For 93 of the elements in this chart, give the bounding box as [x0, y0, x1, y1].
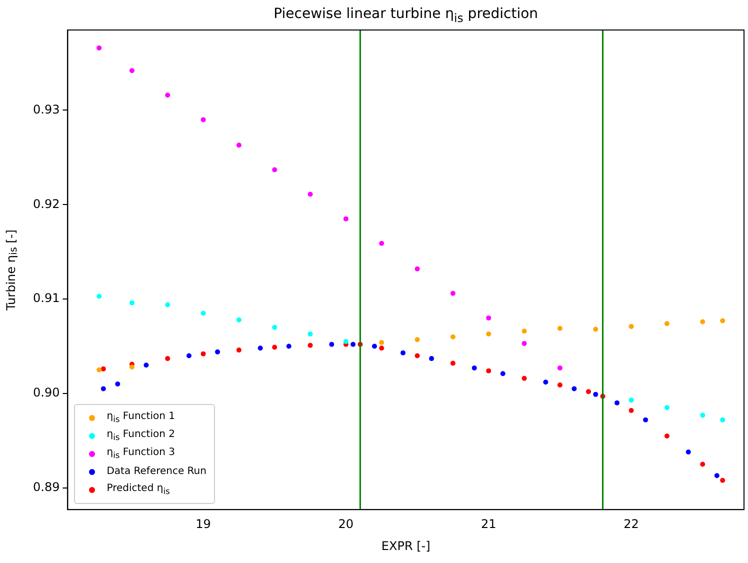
point: [593, 392, 598, 397]
point: [486, 332, 492, 336]
y-tick-label: 0.93: [33, 102, 60, 116]
point: [700, 462, 706, 467]
point: [714, 473, 720, 478]
point: [272, 324, 278, 330]
point: [720, 318, 726, 324]
point: [350, 342, 356, 347]
legend-label: Data Reference Run: [106, 466, 206, 478]
point: [236, 317, 242, 322]
point: [628, 408, 634, 413]
point: [614, 400, 620, 406]
point: [96, 294, 102, 299]
point: [664, 405, 670, 410]
point: [414, 337, 420, 342]
point: [700, 319, 706, 324]
point: [215, 349, 220, 354]
point: [372, 344, 377, 349]
point: [200, 310, 206, 316]
point: [165, 302, 170, 308]
y-tick-label: 0.89: [33, 480, 60, 494]
point: [472, 365, 477, 370]
point: [643, 417, 648, 422]
point: [557, 382, 562, 388]
point: [628, 398, 634, 403]
point: [429, 356, 434, 362]
point: [543, 380, 548, 385]
x-axis-title: EXPR [-]: [380, 539, 432, 553]
x-tick-label: 20: [338, 516, 354, 531]
point: [486, 368, 492, 374]
point: [700, 412, 706, 418]
point: [720, 478, 726, 483]
point: [236, 348, 242, 353]
point: [236, 142, 242, 148]
point: [258, 346, 263, 351]
y-tick-label: 0.90: [33, 386, 60, 400]
point: [308, 332, 313, 336]
point: [186, 353, 192, 358]
point: [593, 326, 598, 332]
point: [129, 68, 134, 74]
point: [165, 92, 170, 98]
point: [686, 450, 691, 455]
point: [586, 389, 591, 394]
x-tick-label: 22: [624, 516, 639, 531]
point: [200, 117, 206, 122]
chart-title: Piecewise linear turbine η$_{is}$ prediction: [272, 6, 540, 25]
x-tick-label: 19: [196, 516, 211, 531]
y-tick-label: 0.92: [33, 196, 60, 211]
point: [343, 339, 348, 344]
point: [129, 300, 134, 306]
point: [400, 350, 406, 356]
point: [100, 386, 106, 392]
point: [486, 315, 492, 320]
point: [129, 364, 134, 370]
point: [379, 340, 384, 345]
point: [343, 216, 348, 222]
point: [450, 334, 456, 340]
point: [414, 353, 420, 358]
point: [286, 344, 292, 349]
legend-label: η$_{is}$ Function 3: [106, 447, 175, 460]
legend-label: η$_{is}$ Function 1: [106, 411, 175, 424]
point: [308, 192, 313, 197]
point: [272, 344, 278, 350]
point: [500, 371, 506, 376]
point: [379, 240, 384, 246]
point: [144, 362, 149, 368]
point: [557, 326, 562, 331]
legend-label: η$_{is}$ Function 2: [106, 429, 175, 442]
point: [450, 290, 456, 296]
y-tick-label: 0.91: [33, 291, 60, 306]
point: [272, 167, 278, 172]
point: [664, 433, 670, 438]
point: [200, 351, 206, 356]
legend-label: Predicted η$_{is}$: [106, 483, 170, 496]
x-tick-label: 21: [480, 516, 496, 531]
point: [557, 365, 562, 370]
point: [720, 417, 726, 422]
point: [308, 342, 313, 348]
point: [96, 45, 102, 50]
point: [115, 382, 120, 387]
point: [100, 366, 106, 372]
point: [522, 328, 527, 334]
point: [628, 324, 634, 329]
point: [522, 340, 527, 346]
point: [96, 367, 102, 372]
point: [664, 321, 670, 326]
point: [450, 360, 456, 366]
point: [165, 356, 170, 362]
point: [329, 342, 334, 347]
point: [522, 376, 527, 381]
point: [379, 346, 384, 351]
point: [414, 266, 420, 272]
point: [572, 386, 577, 392]
